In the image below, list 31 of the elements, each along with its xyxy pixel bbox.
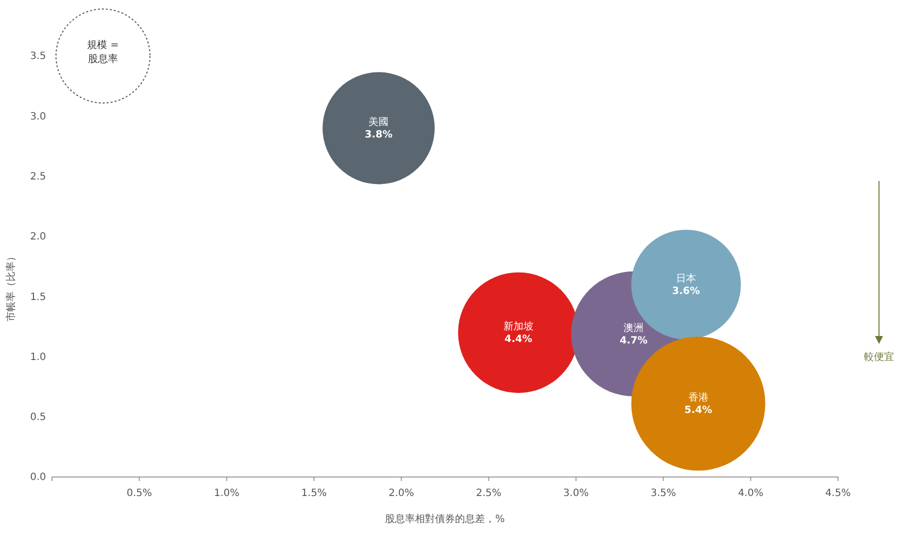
x-tick-label: 4.5% (825, 488, 851, 499)
y-tick-label: 2.0 (30, 232, 46, 243)
x-tick-label: 1.5% (301, 488, 327, 499)
series-label: 美國 (368, 116, 389, 128)
y-tick-label: 1.0 (30, 352, 46, 363)
x-tick-label: 4.0% (738, 488, 764, 499)
annotation: 4.7% (620, 335, 648, 346)
series-label: 澳洲 (624, 322, 644, 334)
annotation: 3.6% (672, 286, 700, 298)
x-tick-label: 1.0% (214, 488, 240, 499)
y-tick-label: 3.0 (30, 111, 46, 122)
x-tick-label: 0.5% (126, 488, 152, 499)
annotation: 5.4% (684, 405, 712, 416)
x-axis-title: 股息率相對債券的息差，% (385, 513, 505, 525)
x-tick-label: 3.0% (563, 488, 589, 499)
x-tick-label: 2.5% (476, 488, 502, 499)
y-tick-label: 2.5 (30, 171, 46, 182)
x-tick-label: 3.5% (650, 488, 676, 499)
y-tick-label: 0.0 (30, 472, 46, 484)
x-tick-label: 2.0% (388, 488, 414, 499)
y-axis-title: 市帳率（比率） (5, 252, 17, 322)
text: 較便宜 (864, 351, 894, 363)
annotation: 規模 = 股息率 (87, 39, 119, 65)
y-tick-label: 1.5 (30, 292, 46, 303)
series-label: 新加坡 (503, 320, 534, 333)
annotation: 4.4% (504, 334, 532, 346)
y-tick-label: 0.5 (30, 412, 46, 424)
annotation: 3.8% (364, 130, 392, 141)
y-tick-label: 3.5 (30, 51, 46, 62)
series-label: 香港 (688, 392, 708, 404)
series-label: 日本 (676, 272, 696, 285)
